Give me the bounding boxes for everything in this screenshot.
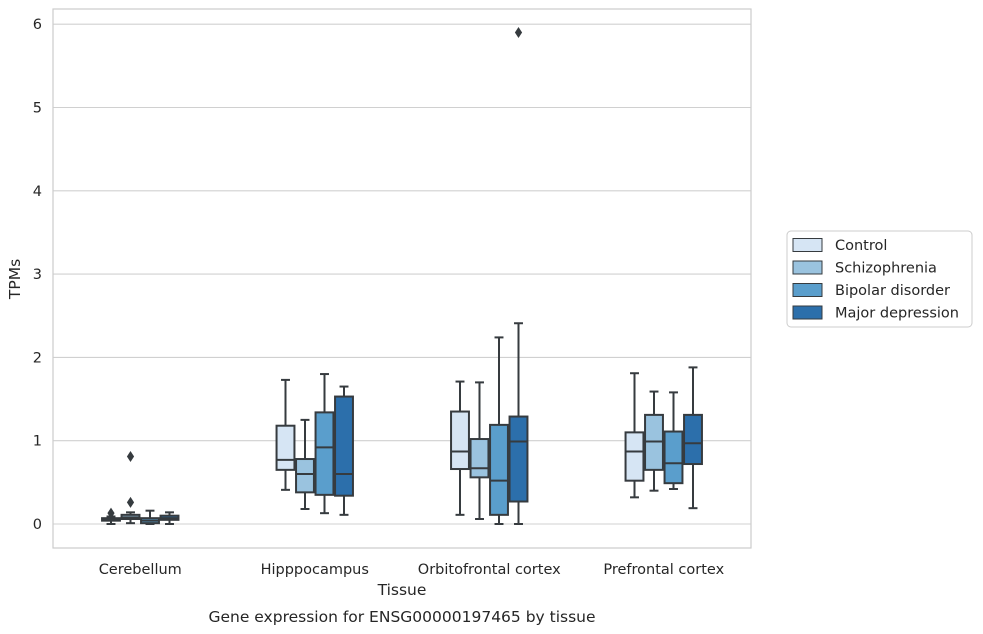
x-tick-label: Hipppocampus	[261, 562, 369, 578]
box-iqr	[275, 424, 296, 471]
box-major-depression	[683, 366, 703, 510]
plot-frame	[52, 8, 752, 549]
box-bipolar-disorder	[140, 509, 160, 525]
y-axis-label: TPMs	[6, 259, 24, 300]
y-tick-label: 0	[33, 517, 42, 533]
box-schizophrenia	[295, 418, 315, 511]
x-tick-label: Prefrontal cortex	[603, 562, 724, 578]
box-iqr	[489, 423, 509, 516]
y-tick-label: 6	[33, 17, 42, 33]
box-schizophrenia	[644, 390, 664, 492]
y-tick-labels: 0 1 2 3 4 5 6	[33, 17, 42, 533]
legend-label: Bipolar disorder	[835, 283, 950, 299]
box-iqr	[624, 431, 645, 482]
outlier-point	[107, 507, 115, 519]
legend-label: Control	[835, 238, 887, 254]
box-bipolar-disorder	[314, 373, 335, 515]
box-bipolar-disorder	[489, 336, 509, 525]
legend: Control Schizophrenia Bipolar disorder Majo…	[786, 230, 973, 328]
outlier-point	[514, 27, 523, 39]
legend-swatch	[792, 305, 823, 320]
box-iqr	[314, 411, 335, 496]
box-iqr	[450, 410, 470, 471]
box-control	[101, 507, 121, 525]
boxes	[101, 27, 703, 525]
chart-caption: Gene expression for ENSG00000197465 by t…	[208, 608, 595, 626]
box-iqr	[334, 395, 354, 497]
box-iqr	[295, 458, 315, 494]
y-tick-label: 4	[33, 184, 42, 200]
x-tick-label: Orbitofrontal cortex	[418, 562, 561, 578]
legend-swatch	[792, 260, 823, 275]
box-iqr	[469, 438, 490, 479]
box-major-depression	[334, 385, 354, 516]
legend-label: Schizophrenia	[835, 261, 937, 277]
box-control	[624, 372, 645, 499]
box-major-depression	[159, 511, 180, 525]
box-iqr	[663, 430, 684, 485]
gridlines	[53, 23, 751, 525]
legend-swatch	[792, 283, 823, 297]
x-axis-label: Tissue	[377, 581, 427, 599]
legend-frame	[786, 230, 973, 328]
legend-label: Major depression	[835, 306, 959, 322]
y-tick-label: 3	[33, 267, 42, 283]
box-iqr	[683, 413, 703, 466]
box-schizophrenia	[469, 381, 490, 521]
box-control	[450, 380, 470, 516]
x-tick-label: Cerebellum	[99, 562, 182, 578]
box-major-depression	[508, 27, 529, 525]
outlier-point	[126, 451, 135, 463]
x-tick-labels: Cerebellum Hipppocampus Orbitofrontal cort…	[99, 562, 725, 578]
y-tick-label: 2	[33, 350, 42, 366]
box-schizophrenia	[120, 451, 141, 525]
box-bipolar-disorder	[663, 391, 684, 491]
box-control	[275, 378, 296, 491]
y-tick-label: 1	[33, 434, 42, 450]
legend-swatch	[792, 238, 823, 252]
outlier-point	[126, 496, 135, 508]
y-tick-label: 5	[33, 101, 42, 117]
box-iqr	[508, 415, 529, 503]
